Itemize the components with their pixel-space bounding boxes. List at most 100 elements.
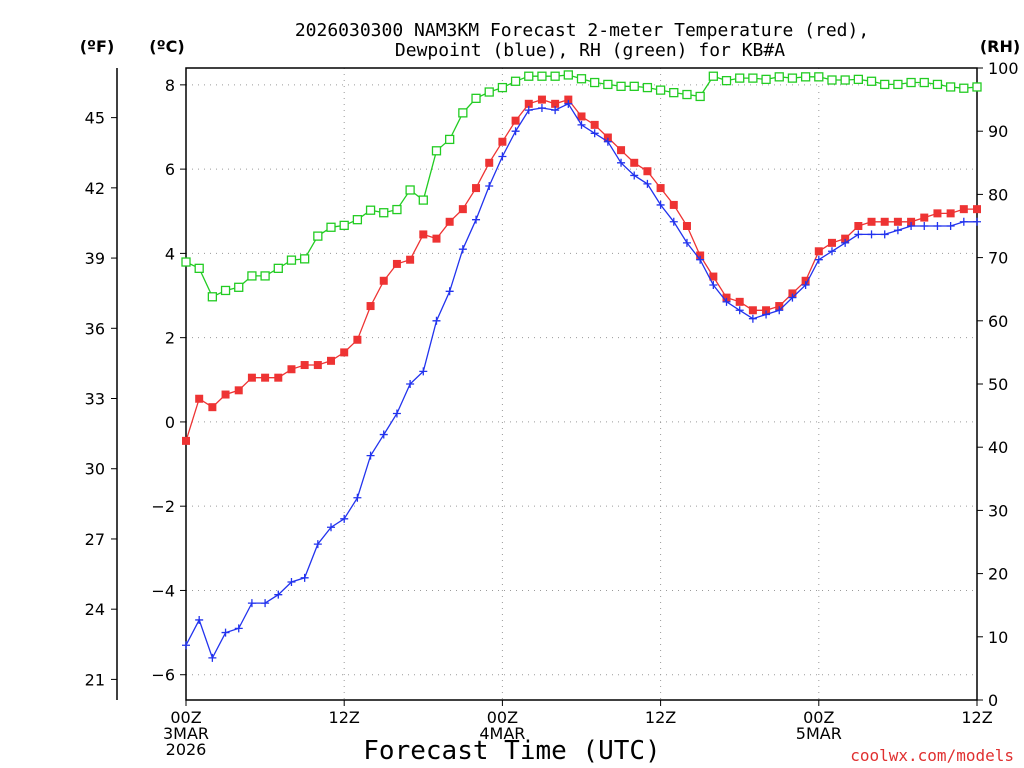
fahrenheit-tick-label: 39 xyxy=(85,249,105,268)
rh-point xyxy=(260,271,270,281)
dewpoint-point xyxy=(498,152,507,161)
temperature-point xyxy=(973,205,981,214)
temperature-point xyxy=(827,238,836,247)
rh-point xyxy=(247,271,257,281)
axes: −6−4−20246821242730333639424501020304050… xyxy=(85,59,1019,759)
time-tick-label: 00Z xyxy=(170,708,201,727)
dewpoint-point xyxy=(933,222,942,230)
fahrenheit-tick-label: 42 xyxy=(85,179,105,198)
rh-point xyxy=(471,93,481,103)
temperature-point xyxy=(366,302,375,311)
dewpoint-point xyxy=(564,99,573,108)
dewpoint-point xyxy=(274,590,283,599)
fahrenheit-tick-label: 36 xyxy=(85,319,105,338)
dewpoint-point xyxy=(682,238,691,247)
rh-point xyxy=(629,81,639,91)
rh-point xyxy=(827,75,837,85)
celsius-tick-label: 4 xyxy=(165,244,175,263)
rh-point xyxy=(458,108,468,118)
dewpoint-point xyxy=(748,314,757,323)
celsius-unit-label: (ºC) xyxy=(149,37,184,56)
rh-tick-label: 40 xyxy=(988,438,1008,457)
temperature-point xyxy=(445,217,454,226)
rh-point xyxy=(563,70,573,80)
rh-point xyxy=(880,79,890,90)
rh-point xyxy=(234,282,244,292)
rh-tick-label: 60 xyxy=(988,312,1008,331)
temperature-point xyxy=(775,302,784,311)
fahrenheit-tick-label: 21 xyxy=(85,670,105,689)
temperature-point xyxy=(762,306,771,315)
rh-point xyxy=(220,285,231,296)
temperature-point xyxy=(630,158,639,167)
dewpoint-point xyxy=(630,171,639,180)
rh-point xyxy=(642,82,653,93)
dewpoint-point xyxy=(300,573,309,582)
temperature-point xyxy=(195,394,204,403)
rh-tick-label: 30 xyxy=(988,501,1008,520)
dewpoint-point xyxy=(313,540,322,549)
series-temperature xyxy=(182,95,981,445)
time-tick-label: 5MAR xyxy=(796,724,842,743)
time-tick-label: 12Z xyxy=(329,708,360,727)
rh-point xyxy=(748,73,758,83)
dewpoint-point xyxy=(788,293,797,302)
celsius-tick-label: 2 xyxy=(165,329,175,348)
temperature-point xyxy=(537,95,546,104)
rh-point xyxy=(761,74,771,85)
rh-point xyxy=(550,71,560,81)
rh-point xyxy=(906,77,916,88)
rh-point xyxy=(695,91,705,102)
x-axis-label: Forecast Time (UTC) xyxy=(363,736,660,766)
temperature-point xyxy=(788,289,797,298)
dewpoint-point xyxy=(841,238,850,247)
temperature-point xyxy=(880,217,889,226)
celsius-tick-label: −2 xyxy=(151,497,175,516)
rh-point xyxy=(484,87,494,97)
dewpoint-point xyxy=(445,287,454,296)
temperature-point xyxy=(722,293,731,302)
rh-point xyxy=(840,75,850,85)
time-tick-label: 00Z xyxy=(487,708,518,727)
dewpoint-point xyxy=(946,222,955,230)
dewpoint-point xyxy=(366,451,375,460)
temperature-point xyxy=(946,209,955,218)
dewpoint-point xyxy=(656,200,665,209)
temperature-point xyxy=(551,99,560,108)
dewpoint-point xyxy=(854,230,863,239)
dewpoint-point xyxy=(709,280,718,289)
rh-point xyxy=(379,208,389,218)
rh-tick-label: 0 xyxy=(988,691,998,710)
rh-point xyxy=(392,204,402,215)
time-tick-label: 00Z xyxy=(803,708,834,727)
rh-point xyxy=(313,231,323,241)
rh-point xyxy=(735,73,745,83)
temperature-point xyxy=(920,213,929,222)
rh-point xyxy=(603,79,613,90)
temperature-point xyxy=(234,386,243,395)
rh-line xyxy=(185,74,978,298)
rh-tick-label: 10 xyxy=(988,628,1008,647)
temperature-point xyxy=(498,137,507,146)
rh-point xyxy=(181,257,191,267)
rh-point xyxy=(497,82,508,93)
rh-point xyxy=(972,82,982,92)
temperature-point xyxy=(392,259,401,268)
rh-point xyxy=(959,83,969,93)
temperature-point xyxy=(643,167,652,176)
celsius-tick-label: 0 xyxy=(165,413,175,432)
temperature-point xyxy=(208,403,217,412)
rh-point xyxy=(524,71,534,81)
fahrenheit-tick-label: 45 xyxy=(85,109,105,128)
dewpoint-point xyxy=(419,367,428,376)
dewpoint-point xyxy=(893,226,902,235)
time-tick-label: 12Z xyxy=(961,708,992,727)
dewpoint-point xyxy=(379,430,388,439)
rh-point xyxy=(194,263,204,273)
dewpoint-point xyxy=(551,106,560,115)
dewpoint-point xyxy=(182,641,190,650)
dewpoint-point xyxy=(959,217,968,226)
credit-text[interactable]: coolwx.com/models xyxy=(850,746,1014,765)
plot-frame xyxy=(185,67,978,701)
rh-point xyxy=(418,195,428,205)
